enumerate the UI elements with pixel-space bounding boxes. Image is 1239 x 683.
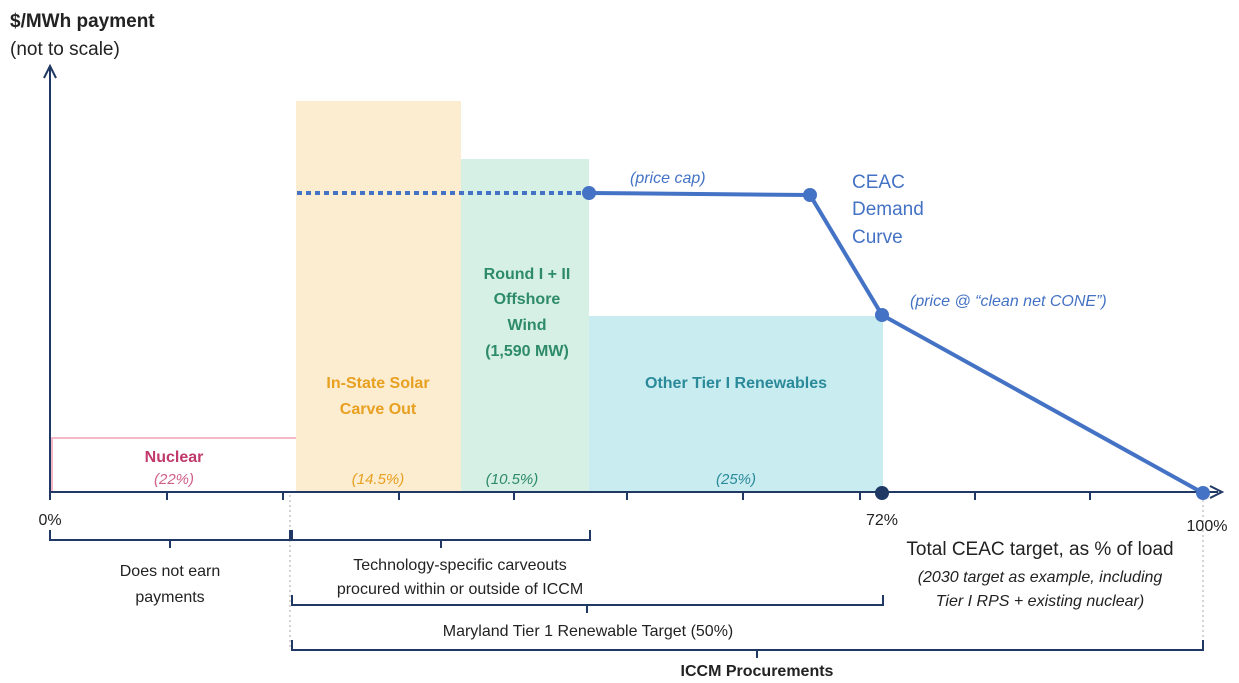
curve-line (588, 191, 1204, 495)
curve-point (1196, 486, 1210, 500)
bracket (291, 530, 591, 548)
brackets (49, 495, 1204, 658)
block-label: Offshore (494, 291, 561, 308)
target-note: (2030 target as example, including (918, 569, 1163, 586)
axes (43, 63, 1225, 500)
block-label: Wind (508, 317, 547, 334)
target-title: Total CEAC target, as % of load (906, 539, 1173, 560)
x-tick-label: 100% (1187, 518, 1228, 535)
bracket-label: Technology-specific carveouts (353, 557, 566, 574)
block-label: Carve Out (340, 401, 417, 418)
blocks (51, 101, 883, 493)
block-label: Nuclear (145, 449, 204, 466)
solar-block (296, 101, 461, 492)
wind-block (461, 159, 589, 492)
curve-label: Curve (852, 227, 903, 248)
bracket (291, 640, 1204, 658)
bracket-label: Does not earn (120, 563, 221, 580)
block-share: (22%) (154, 471, 194, 488)
curve-annotation: (price @ “clean net CONE”) (910, 293, 1107, 310)
bracket (291, 595, 884, 613)
nuclear-block (51, 437, 298, 493)
curve-label: CEAC (852, 172, 905, 193)
bracket (49, 530, 291, 548)
bracket-label: payments (135, 589, 204, 606)
target-point (875, 486, 889, 500)
target-note: Tier I RPS + existing nuclear) (936, 593, 1144, 610)
block-share: (25%) (716, 471, 756, 488)
labels: $/MWh payment (not to scale) 0% 72% 100%… (10, 11, 1227, 680)
block-label: Other Tier I Renewables (645, 375, 827, 392)
bracket-label: ICCM Procurements (681, 663, 834, 680)
x-tick-label: 72% (866, 512, 898, 529)
y-arrow (43, 63, 57, 79)
curve-point (582, 186, 596, 200)
curve-annotation: (price cap) (630, 170, 706, 187)
block-share: (14.5%) (352, 471, 405, 488)
x-arrow (1209, 485, 1225, 499)
block-label: Round I + II (484, 266, 571, 283)
curve-point (803, 188, 817, 202)
other-block (589, 316, 883, 492)
x-ticks (49, 492, 1091, 500)
bracket-label: Maryland Tier 1 Renewable Target (50%) (443, 623, 734, 640)
block-share: (10.5%) (486, 471, 539, 488)
bracket-label: procured within or outside of ICCM (337, 581, 583, 598)
curve-point (875, 308, 889, 322)
block-label: (1,590 MW) (485, 343, 569, 360)
x-tick-label: 0% (38, 512, 61, 529)
y-axis-label: $/MWh payment (10, 11, 155, 32)
y-axis-note: (not to scale) (10, 39, 120, 60)
block-label: In-State Solar (326, 375, 429, 392)
demand-curve (297, 186, 1210, 500)
curve-label: Demand (852, 199, 924, 220)
